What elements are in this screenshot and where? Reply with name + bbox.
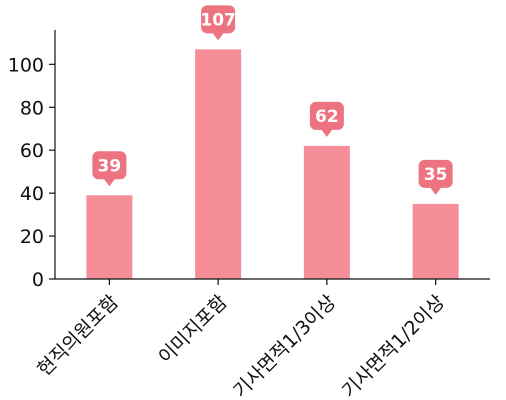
value-label-bubble (92, 151, 127, 180)
value-label: 107 (200, 5, 236, 41)
bar (195, 49, 242, 279)
x-tick-label: 기사면적1/2이상 (338, 291, 449, 400)
bar (303, 145, 350, 279)
value-label-text: 35 (424, 165, 448, 185)
value-label-pointer (429, 186, 442, 195)
value-label-pointer (212, 32, 225, 41)
y-tick-label: 40 (20, 183, 44, 205)
x-tick-label: 현직의원포함 (33, 291, 123, 381)
y-tick-label: 20 (20, 226, 44, 248)
y-tick-label: 80 (20, 97, 44, 119)
value-label-text: 107 (200, 10, 236, 30)
value-label-text: 39 (98, 156, 122, 176)
value-label: 35 (418, 159, 453, 195)
bar (86, 195, 133, 279)
value-label-bubble (418, 159, 453, 188)
y-axis: 0 20 40 60 80 100 (8, 30, 56, 291)
x-tick-label: 기사면적1/3이상 (229, 291, 340, 400)
value-label-pointer (320, 128, 333, 137)
y-tick-label: 60 (20, 140, 44, 162)
value-label-bubble (201, 5, 236, 34)
value-label: 39 (92, 151, 127, 187)
bar (412, 203, 459, 279)
y-tick-label: 0 (32, 269, 44, 291)
value-label-text: 62 (315, 107, 339, 127)
value-labels: 39 107 62 35 (92, 5, 453, 195)
value-label-pointer (103, 178, 116, 187)
y-tick-label: 100 (8, 54, 44, 76)
value-label: 62 (309, 101, 344, 137)
x-tick-label: 이미지포함 (154, 291, 231, 368)
value-label-bubble (309, 101, 344, 130)
bars (86, 49, 459, 279)
